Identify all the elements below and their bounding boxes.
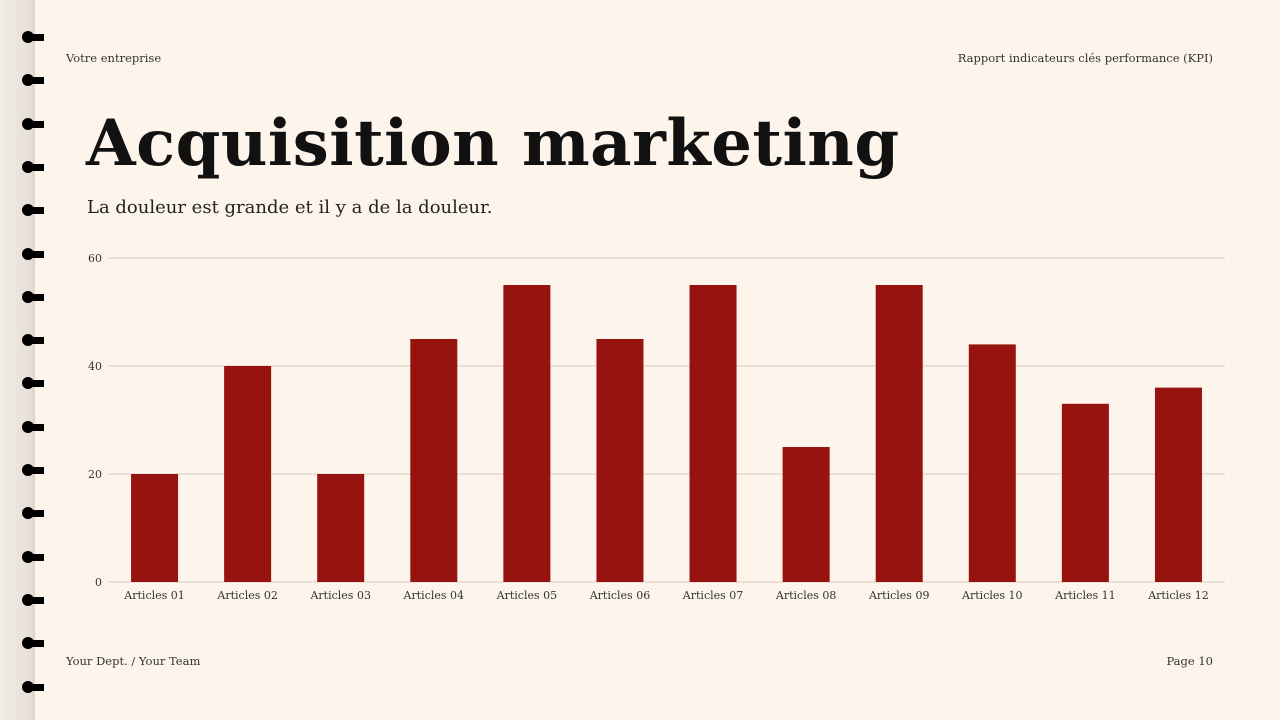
x-tick-label: Articles 04 <box>403 589 464 602</box>
bar <box>968 344 1016 582</box>
binding-ring <box>22 464 44 476</box>
y-tick-label: 40 <box>88 360 102 373</box>
binding-ring <box>22 507 44 520</box>
bar <box>596 339 644 582</box>
binding-ring <box>22 31 44 43</box>
company-name: Votre entreprise <box>66 51 162 65</box>
binding-ring <box>22 290 44 303</box>
bar <box>503 285 551 582</box>
binding-ring <box>22 680 44 693</box>
y-tick-label: 20 <box>88 468 102 481</box>
binding-ring <box>22 117 44 130</box>
x-tick-label: Articles 06 <box>589 589 650 602</box>
report-title: Rapport indicateurs clés performance (KP… <box>957 51 1213 65</box>
binding-ring <box>22 637 44 650</box>
binding-ring <box>22 74 44 87</box>
bar <box>410 339 458 582</box>
bar <box>689 285 737 582</box>
bar <box>1154 387 1202 582</box>
bar <box>875 285 923 582</box>
x-tick-label: Articles 07 <box>682 589 743 602</box>
bar <box>317 474 365 582</box>
x-tick-label: Articles 05 <box>496 589 557 602</box>
page-subtitle: La douleur est grande et il y a de la do… <box>87 197 493 218</box>
bar <box>224 366 272 582</box>
x-tick-label: Articles 08 <box>775 589 836 602</box>
x-tick-label: Articles 03 <box>309 589 370 602</box>
binding-ring <box>22 550 44 563</box>
x-tick-label: Articles 01 <box>123 589 184 602</box>
binding-ring <box>22 593 44 606</box>
binding-ring <box>22 420 44 433</box>
binding-ring <box>22 334 44 347</box>
bar <box>131 474 179 582</box>
bar <box>1061 403 1109 582</box>
x-tick-label: Articles 02 <box>216 589 277 602</box>
x-tick-label: Articles 09 <box>868 589 929 602</box>
x-tick-label: Articles 12 <box>1147 589 1208 602</box>
binding-ring <box>22 377 44 390</box>
binding-ring <box>22 160 44 173</box>
binding-ring <box>22 204 44 217</box>
bar <box>782 447 830 582</box>
binding-ring <box>22 247 44 260</box>
y-tick-label: 0 <box>95 576 102 589</box>
page-title: Acquisition marketing <box>86 106 900 181</box>
x-tick-label: Articles 10 <box>961 589 1022 602</box>
footer-team: Your Dept. / Your Team <box>66 654 201 668</box>
x-tick-label: Articles 11 <box>1054 589 1115 602</box>
page-number: Page 10 <box>1166 654 1213 668</box>
y-tick-label: 60 <box>88 252 102 265</box>
